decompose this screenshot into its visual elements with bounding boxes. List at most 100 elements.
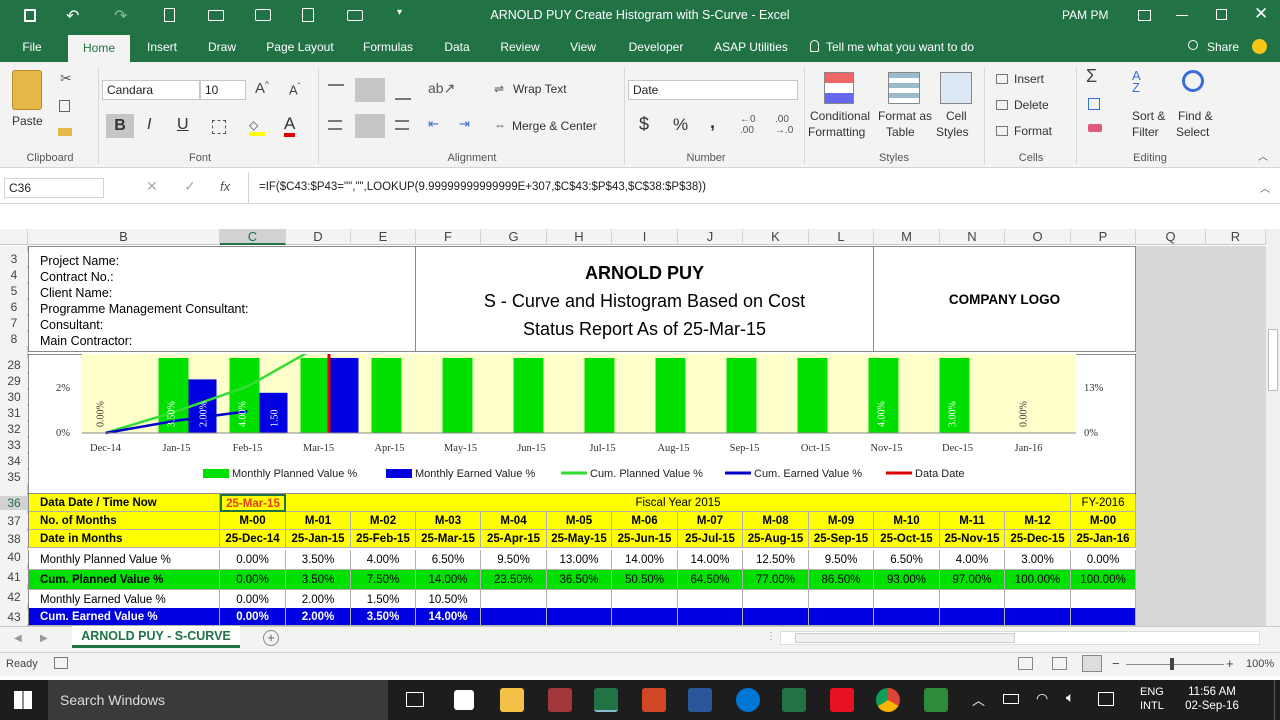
tab-draw[interactable]: Draw: [207, 40, 236, 54]
orientation-icon[interactable]: ab↗: [428, 80, 456, 96]
table-cell[interactable]: M-01: [286, 512, 351, 530]
format-cells-button[interactable]: Format: [1014, 124, 1053, 138]
wrap-text-button[interactable]: Wrap Text: [513, 82, 567, 96]
table-cell[interactable]: 9.50%: [481, 550, 547, 570]
tab-developer[interactable]: Developer: [628, 40, 684, 54]
tab-asap-utilities[interactable]: ASAP Utilities: [714, 40, 788, 54]
table-cell[interactable]: [874, 590, 940, 610]
row-header[interactable]: 31: [0, 406, 28, 420]
row-header[interactable]: 6: [0, 300, 28, 314]
table-cell[interactable]: [1071, 590, 1136, 610]
sort-filter-button[interactable]: Sort &: [1132, 109, 1166, 123]
percent-button[interactable]: %: [673, 115, 689, 134]
table-cell[interactable]: 25-Oct-15: [874, 530, 940, 548]
autosum-button[interactable]: Σ: [1086, 66, 1098, 86]
tab-data[interactable]: Data: [444, 40, 470, 54]
table-cell[interactable]: 25-Mar-15: [416, 530, 481, 548]
font-name-box[interactable]: Candara: [102, 80, 200, 100]
table-cell[interactable]: 1.50%: [351, 590, 416, 610]
planned-bar[interactable]: [371, 357, 402, 433]
clear-icon[interactable]: [1088, 124, 1102, 132]
hscroll-thumb[interactable]: [795, 633, 1015, 643]
align-bottom-icon[interactable]: [395, 92, 411, 100]
close-icon[interactable]: ✕: [1254, 4, 1269, 23]
table-cell[interactable]: 25-Dec-15: [1005, 530, 1071, 548]
store-icon[interactable]: [454, 690, 474, 710]
table-cell[interactable]: 100.00%: [1005, 570, 1071, 590]
col-header[interactable]: M: [874, 229, 940, 245]
table-cell[interactable]: 0.00%: [220, 570, 286, 590]
planned-bar[interactable]: [939, 357, 970, 433]
borders-icon[interactable]: [212, 120, 226, 134]
row-header[interactable]: 30: [0, 390, 28, 404]
table-cell[interactable]: [743, 590, 809, 610]
number-format-box[interactable]: Date: [628, 80, 798, 100]
table-cell[interactable]: 0.00%: [220, 590, 286, 610]
scroll-thumb[interactable]: [1268, 329, 1278, 391]
table-cell[interactable]: 6.50%: [416, 550, 481, 570]
planned-bar[interactable]: [229, 357, 260, 433]
table-cell[interactable]: 3.00%: [1005, 550, 1071, 570]
format-as-table-button[interactable]: Format as: [878, 109, 933, 123]
table-cell[interactable]: 86.50%: [809, 570, 874, 590]
align-top-icon[interactable]: [328, 84, 344, 92]
tab-view[interactable]: View: [570, 40, 596, 54]
table-cell[interactable]: M-07: [678, 512, 743, 530]
table-cell[interactable]: M-04: [481, 512, 547, 530]
s-curve-chart[interactable]: 0.00% 3.50% 2.00% 4.00% 1.50 4.00% 3.00% 0.00% …: [28, 354, 1136, 494]
table-cell[interactable]: 12.50%: [743, 550, 809, 570]
currency-icon[interactable]: $: [639, 114, 650, 134]
cell-styles-button[interactable]: Cell: [946, 109, 967, 123]
table-cell[interactable]: 25-Dec-14: [220, 530, 286, 548]
increase-indent-icon[interactable]: ⇥: [459, 116, 470, 131]
ribbon-display-icon[interactable]: [1138, 10, 1151, 21]
col-header[interactable]: B: [28, 229, 220, 245]
paste-icon[interactable]: [12, 70, 42, 110]
camtasia-icon[interactable]: [924, 688, 948, 712]
planned-bar[interactable]: [726, 357, 757, 433]
table-cell[interactable]: 100.00%: [1071, 570, 1136, 590]
col-header[interactable]: K: [743, 229, 809, 245]
planned-bar[interactable]: [797, 357, 828, 433]
zoom-slider[interactable]: [1126, 664, 1224, 665]
edge-icon[interactable]: [736, 688, 760, 712]
table-cell[interactable]: 2.00%: [286, 608, 351, 626]
table-cell[interactable]: 3.50%: [286, 570, 351, 590]
table-cell[interactable]: [678, 590, 743, 610]
chrome-icon[interactable]: [876, 688, 900, 712]
row-label[interactable]: Cum. Earned Value %: [28, 608, 220, 626]
row-header[interactable]: 28: [0, 358, 28, 372]
language-indicator[interactable]: ENG INTL: [1140, 685, 1164, 713]
table-cell[interactable]: 25-Aug-15: [743, 530, 809, 548]
merge-center-button[interactable]: Merge & Center: [512, 119, 597, 133]
table-cell[interactable]: M-09: [809, 512, 874, 530]
table-cell[interactable]: 25-May-15: [547, 530, 612, 548]
align-center-icon[interactable]: [355, 114, 385, 138]
row-header[interactable]: 7: [0, 316, 28, 330]
earned-bar[interactable]: [259, 392, 288, 433]
table-cell[interactable]: M-02: [351, 512, 416, 530]
table-cell[interactable]: [612, 608, 678, 626]
insert-function-button[interactable]: fx: [220, 179, 231, 194]
col-header[interactable]: H: [547, 229, 612, 245]
wrap-text-icon[interactable]: ⇌: [494, 82, 505, 96]
row-label[interactable]: Monthly Earned Value %: [28, 590, 220, 610]
excel-2-icon[interactable]: [782, 688, 806, 712]
redo-icon[interactable]: ↷: [114, 8, 128, 25]
table-cell[interactable]: 97.00%: [940, 570, 1005, 590]
align-middle-icon[interactable]: [355, 78, 385, 102]
table-cell[interactable]: 14.00%: [678, 550, 743, 570]
table-cell[interactable]: [940, 590, 1005, 610]
sheet-tab-active[interactable]: ARNOLD PUY - S-CURVE: [72, 626, 240, 648]
new-sheet-icon[interactable]: +: [263, 630, 279, 646]
row-header[interactable]: 42: [0, 590, 28, 604]
table-cell[interactable]: M-10: [874, 512, 940, 530]
table-cell[interactable]: [547, 590, 612, 610]
increase-font-icon[interactable]: A^: [255, 80, 269, 97]
table-cell[interactable]: 4.00%: [351, 550, 416, 570]
col-header[interactable]: D: [286, 229, 351, 245]
earned-bar[interactable]: [330, 357, 359, 433]
row-header[interactable]: 36: [0, 496, 28, 510]
planned-bar[interactable]: [868, 357, 899, 433]
